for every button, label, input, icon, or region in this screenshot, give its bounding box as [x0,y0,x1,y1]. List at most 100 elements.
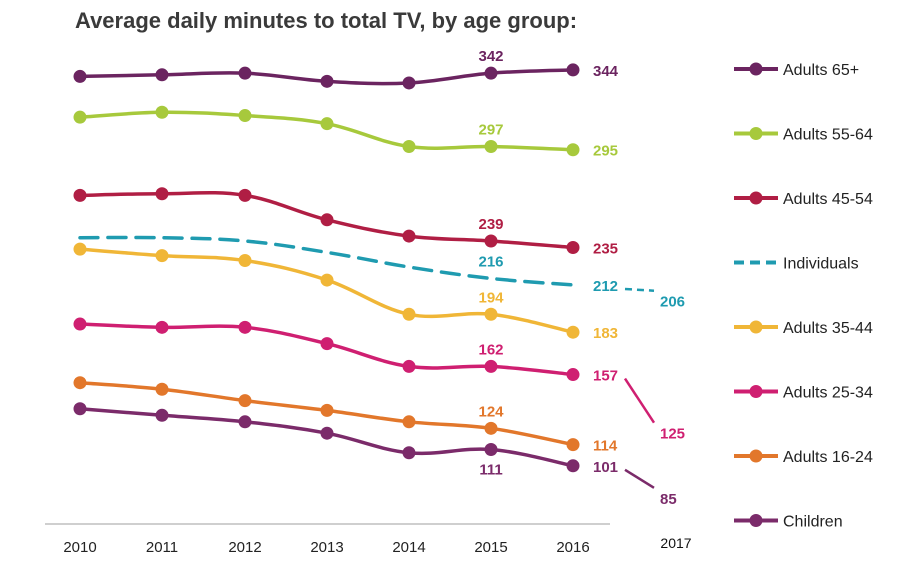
data-point-adults-45-54-2014 [402,229,416,243]
data-point-adults-16-24-2016 [566,438,580,452]
data-point-adults-55-64-2015 [484,139,498,153]
projection-label-individuals: 206 [660,294,685,311]
projection-label-adults-25-34: 125 [660,426,685,443]
data-label-adults-16-24-2015: 124 [478,403,504,420]
data-point-adults-45-54-2012 [238,188,252,202]
data-label-adults-55-64-2016: 295 [593,143,618,160]
data-point-adults-35-44-2013 [320,273,334,287]
data-point-adults-65-2012 [238,66,252,80]
legend-dot-adults-65 [749,62,763,76]
data-point-children-2013 [320,426,334,440]
data-point-adults-16-24-2010 [73,376,87,390]
data-point-adults-55-64-2016 [566,143,580,157]
data-point-adults-16-24-2012 [238,394,252,408]
data-point-children-2016 [566,459,580,473]
legend-label-adults-35-44: Adults 35-44 [783,320,873,337]
data-point-adults-55-64-2013 [320,117,334,131]
projection-lines [623,287,656,489]
x-tick-label: 2015 [474,539,507,556]
data-point-adults-65-2015 [484,66,498,80]
data-points [73,63,580,473]
legend-label-individuals: Individuals [783,256,859,273]
data-label-adults-25-34-2015: 162 [478,341,503,358]
data-label-adults-35-44-2015: 194 [478,289,504,306]
data-point-adults-25-34-2015 [484,359,498,373]
data-point-adults-25-34-2010 [73,317,87,331]
legend-dot-adults-35-44 [749,320,763,334]
legend-dot-adults-45-54 [749,191,763,205]
data-point-children-2011 [155,408,169,422]
data-point-children-2012 [238,415,252,429]
x-tick-label: 2016 [556,539,589,556]
data-point-children-2010 [73,402,87,416]
legend-dot-adults-25-34 [749,385,763,398]
projection-label-children: 85 [660,491,677,508]
x-tick-labels: 2010 2011 2012 2013 2014 2015 2016 2017 [63,535,691,556]
data-label-adults-45-54-2016: 235 [593,240,618,257]
data-point-adults-16-24-2011 [155,382,169,396]
data-point-adults-65-2010 [73,69,87,83]
legend-dot-children [749,514,763,527]
data-label-adults-35-44-2016: 183 [593,325,618,342]
data-point-adults-55-64-2010 [73,110,87,124]
x-tick-label: 2010 [63,539,96,556]
legend-label-adults-25-34: Adults 25-34 [783,385,873,402]
data-point-adults-55-64-2014 [402,139,416,153]
data-point-adults-65-2016 [566,63,580,77]
data-point-adults-35-44-2010 [73,242,87,256]
data-point-adults-25-34-2014 [402,359,416,373]
data-label-adults-45-54-2015: 239 [478,216,503,233]
legend-label-adults-16-24: Adults 16-24 [783,449,873,466]
data-point-adults-65-2011 [155,68,169,82]
data-point-adults-35-44-2016 [566,325,580,339]
data-label-adults-65-2016: 344 [593,63,619,80]
data-point-adults-16-24-2014 [402,415,416,429]
legend-label-adults-55-64: Adults 55-64 [783,127,873,144]
data-point-adults-45-54-2011 [155,187,169,201]
data-point-adults-25-34-2013 [320,337,334,351]
data-point-adults-35-44-2015 [484,307,498,321]
data-point-adults-45-54-2016 [566,240,580,254]
data-point-adults-55-64-2011 [155,105,169,119]
x-tick-label: 2013 [310,539,343,556]
data-label-adults-55-64-2015: 297 [478,121,503,138]
data-point-adults-45-54-2010 [73,188,87,202]
data-point-adults-16-24-2013 [320,403,334,417]
legend-label-adults-65: Adults 65+ [783,62,859,79]
data-label-children-2015: 111 [479,461,502,478]
data-point-children-2015 [484,442,498,456]
projection-line-individuals [624,287,655,292]
x-tick-label-2017: 2017 [660,535,691,551]
data-point-adults-55-64-2012 [238,109,252,123]
data-point-adults-35-44-2012 [238,254,252,268]
data-label-children-2016: 101 [593,459,618,476]
data-labels: 342 344 297 295 239 235 216 212 206 194 183 162 157 1… [478,48,685,508]
data-point-adults-35-44-2014 [402,307,416,321]
data-label-adults-16-24-2016: 114 [593,438,618,455]
legend-label-adults-45-54: Adults 45-54 [783,191,873,208]
x-tick-label: 2012 [228,539,261,556]
data-label-individuals-2015: 216 [478,253,503,270]
projection-line-children [624,468,655,489]
x-tick-label: 2011 [146,539,178,556]
projection-line-adults-25-34 [623,377,656,424]
chart-title: Average daily minutes to total TV, by ag… [75,8,578,33]
legend-dot-adults-55-64 [749,127,763,140]
data-point-adults-45-54-2013 [320,213,334,227]
data-point-adults-65-2014 [402,76,416,90]
data-label-adults-25-34-2016: 157 [593,368,618,385]
data-point-adults-16-24-2015 [484,421,498,435]
data-point-adults-35-44-2011 [155,249,169,263]
legend: Adults 65+ Adults 55-64 Adults 45-54 Indivi… [734,62,873,531]
data-point-adults-25-34-2011 [155,320,169,334]
data-point-adults-25-34-2016 [566,368,580,382]
legend-dot-adults-16-24 [749,449,763,463]
data-point-children-2014 [402,446,416,460]
data-point-adults-25-34-2012 [238,320,252,334]
data-point-adults-65-2013 [320,74,334,88]
data-label-individuals-2016: 212 [593,278,618,295]
data-label-adults-65-2015: 342 [478,48,503,65]
x-tick-label: 2014 [392,539,425,556]
data-point-adults-45-54-2015 [484,234,498,248]
